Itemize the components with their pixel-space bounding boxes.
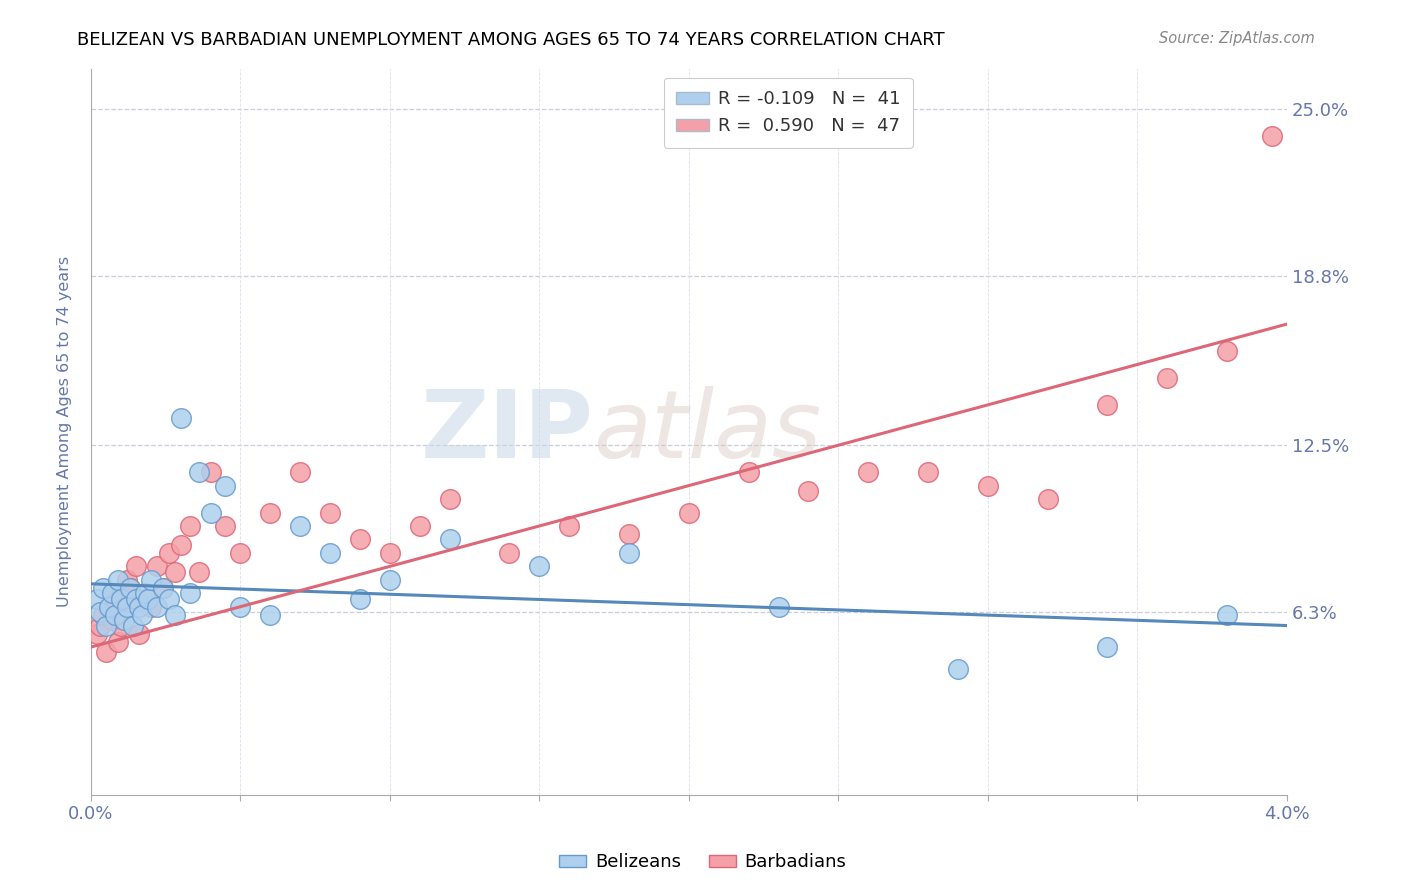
Point [319, 506, 342, 520]
Point [214, 478, 236, 492]
Point [157, 591, 180, 606]
Point [187, 565, 209, 579]
Point [125, 591, 148, 606]
Point [139, 573, 162, 587]
Point [797, 483, 820, 498]
Point [378, 546, 401, 560]
Point [229, 546, 252, 560]
Point [179, 519, 201, 533]
Point [131, 607, 153, 622]
Point [617, 546, 640, 560]
Point [1036, 491, 1059, 506]
Point [349, 533, 371, 547]
Point [349, 591, 371, 606]
Point [163, 607, 186, 622]
Point [107, 634, 129, 648]
Point [101, 586, 124, 600]
Point [169, 538, 191, 552]
Point [101, 613, 124, 627]
Point [145, 559, 167, 574]
Point [97, 599, 120, 614]
Text: atlas: atlas [593, 386, 821, 477]
Point [125, 559, 148, 574]
Text: BELIZEAN VS BARBADIAN UNEMPLOYMENT AMONG AGES 65 TO 74 YEARS CORRELATION CHART: BELIZEAN VS BARBADIAN UNEMPLOYMENT AMONG… [77, 31, 945, 49]
Point [200, 465, 222, 479]
Point [179, 586, 201, 600]
Point [319, 546, 342, 560]
Point [86, 626, 108, 640]
Point [678, 506, 700, 520]
Point [134, 591, 156, 606]
Point [115, 599, 138, 614]
Point [139, 599, 162, 614]
Point [617, 527, 640, 541]
Point [200, 506, 222, 520]
Point [112, 613, 135, 627]
Point [1216, 344, 1239, 359]
Legend: Belizeans, Barbadians: Belizeans, Barbadians [553, 847, 853, 879]
Point [115, 573, 138, 587]
Point [187, 465, 209, 479]
Point [94, 618, 117, 632]
Text: ZIP: ZIP [420, 386, 593, 478]
Point [737, 465, 759, 479]
Point [1097, 640, 1119, 654]
Point [768, 599, 790, 614]
Point [157, 546, 180, 560]
Point [290, 465, 312, 479]
Point [89, 618, 111, 632]
Point [439, 533, 461, 547]
Point [86, 591, 108, 606]
Point [134, 586, 156, 600]
Point [121, 618, 143, 632]
Point [118, 581, 141, 595]
Point [1156, 371, 1178, 385]
Point [378, 573, 401, 587]
Point [94, 645, 117, 659]
Point [128, 599, 150, 614]
Point [290, 519, 312, 533]
Text: Source: ZipAtlas.com: Source: ZipAtlas.com [1159, 31, 1315, 46]
Point [229, 599, 252, 614]
Point [1097, 398, 1119, 412]
Point [169, 411, 191, 425]
Point [91, 607, 114, 622]
Point [110, 618, 132, 632]
Point [152, 581, 174, 595]
Point [104, 586, 127, 600]
Point [89, 605, 111, 619]
Point [409, 519, 432, 533]
Point [856, 465, 879, 479]
Point [259, 607, 281, 622]
Point [439, 491, 461, 506]
Legend: R = -0.109   N =  41, R =  0.590   N =  47: R = -0.109 N = 41, R = 0.590 N = 47 [664, 78, 912, 148]
Point [104, 607, 127, 622]
Point [107, 573, 129, 587]
Point [91, 581, 114, 595]
Point [145, 599, 167, 614]
Point [259, 506, 281, 520]
Point [1216, 607, 1239, 622]
Point [498, 546, 520, 560]
Point [136, 591, 159, 606]
Point [118, 581, 141, 595]
Y-axis label: Unemployment Among Ages 65 to 74 years: Unemployment Among Ages 65 to 74 years [58, 256, 72, 607]
Point [946, 662, 969, 676]
Point [128, 626, 150, 640]
Point [214, 519, 236, 533]
Point [558, 519, 581, 533]
Point [163, 565, 186, 579]
Point [917, 465, 939, 479]
Point [1261, 128, 1284, 143]
Point [97, 599, 120, 614]
Point [529, 559, 551, 574]
Point [110, 591, 132, 606]
Point [977, 478, 1000, 492]
Point [112, 591, 135, 606]
Point [152, 581, 174, 595]
